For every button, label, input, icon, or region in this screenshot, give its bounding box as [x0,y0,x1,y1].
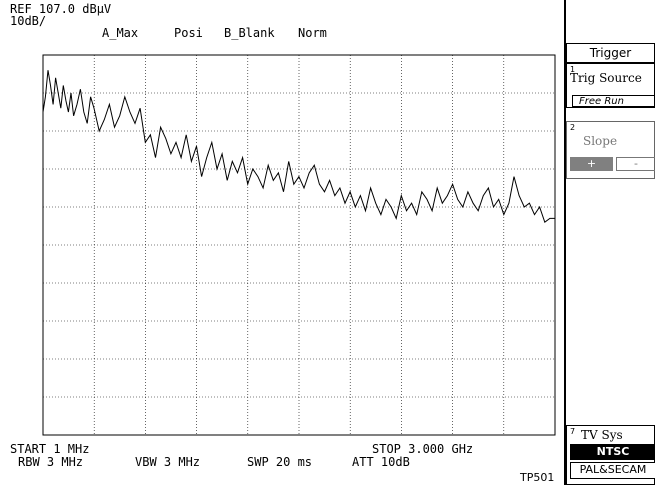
spectrum-display [42,54,556,436]
trig-source-value[interactable]: Free Run [572,95,655,107]
sweep-time-label: SWP 20 ms [247,455,313,469]
detector-label: Posi [174,26,203,40]
slope-label: Slope [583,134,618,148]
scale-label: 10dB/ [10,14,47,28]
softkey-number: 2 [570,123,576,132]
tv-sys-label: TV Sys [581,428,623,442]
softkey-menu-title: Trigger [566,43,655,63]
attenuation-label: ATT 10dB [352,455,410,469]
rbw-label: RBW 3 MHz [18,455,84,469]
vbw-label: VBW 3 MHz [135,455,201,469]
trace-b-label: B_Blank [224,26,275,40]
slope-minus-option[interactable]: - [616,157,655,171]
slope-plus-option[interactable]: + [570,157,613,171]
softkey-number: 7 [570,427,576,436]
softkey-number: 1 [570,65,576,74]
sweep-mode-label: Norm [298,26,327,40]
panel-divider [564,0,566,485]
grid [43,55,555,435]
ref-level-label: REF 107.0 dBµV [10,2,112,16]
model-label: TP501 [520,471,555,484]
graticule-border [42,54,556,436]
trace-mode-label: A_Max [102,26,139,40]
trig-source-label: Trig Source [570,71,642,85]
pal-secam-option[interactable]: PAL&SECAM [570,462,655,479]
start-freq-label: START 1 MHz [10,442,90,456]
slope-softkey[interactable]: 2 Slope + - [566,121,655,179]
trig-source-softkey[interactable]: 1 Trig Source Free Run [566,63,655,108]
stop-freq-label: STOP 3.000 GHz [372,442,474,456]
tv-sys-softkey[interactable]: 7 TV Sys NTSC PAL&SECAM [566,425,655,485]
ntsc-option[interactable]: NTSC [570,444,655,460]
trace-line [42,70,555,224]
